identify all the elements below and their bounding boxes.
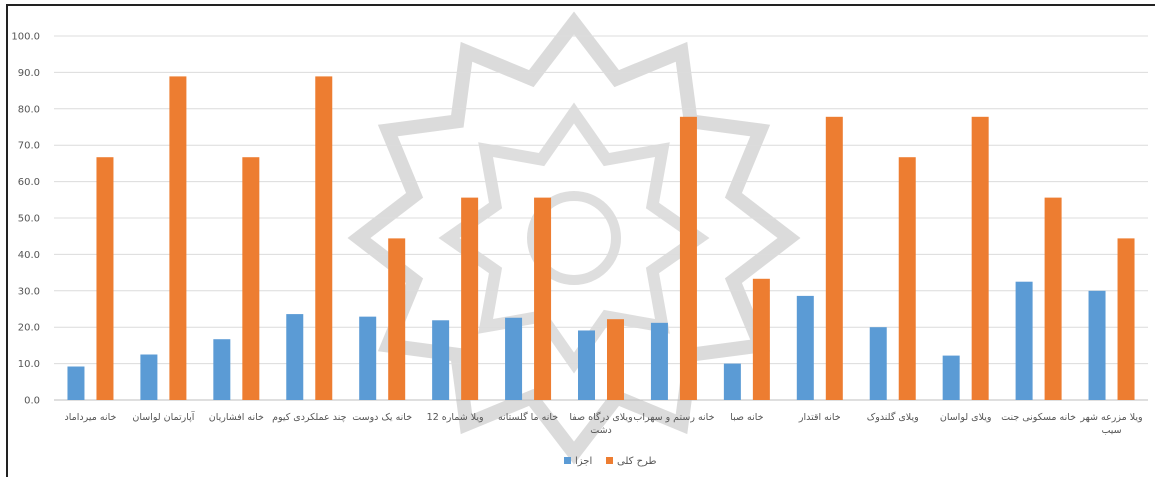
y-tick-label: 70.0	[18, 141, 40, 152]
x-category-label: خانه میرداماد	[65, 412, 117, 423]
bar-series-2	[898, 157, 916, 400]
legend-label-1: اجزا	[575, 456, 592, 467]
x-category-label: چند عملکردی کیوم	[272, 412, 347, 423]
y-tick-label: 50.0	[18, 214, 40, 225]
bar-series-1	[1015, 281, 1033, 400]
x-category-label: خانه افشاریان	[209, 412, 264, 423]
x-category-label: ویلای درگاه صفا	[569, 411, 632, 423]
x-category-label: ویلا مزرعه شهر	[1079, 412, 1142, 423]
watermark-star-outer	[347, 11, 801, 465]
bar-series-2	[169, 76, 187, 401]
y-tick-label: 100.0	[11, 32, 40, 43]
y-tick-label: 90.0	[18, 68, 40, 79]
bar-series-1	[505, 317, 523, 400]
bar-series-2	[1044, 197, 1062, 400]
bar-series-2	[1117, 238, 1135, 400]
y-tick-label: 10.0	[18, 359, 40, 370]
x-category-label: آپارتمان لواسان	[132, 410, 194, 423]
bar-series-1	[578, 330, 595, 400]
y-tick-label: 60.0	[18, 177, 40, 188]
x-category-label: خانه اقتدار	[798, 412, 841, 423]
bar-series-2	[388, 238, 406, 400]
bar-series-1	[869, 327, 887, 400]
x-category-label: خانه رستم و سهراب	[633, 412, 714, 423]
bar-series-2	[679, 116, 697, 401]
watermark-star-inner	[438, 102, 710, 374]
x-category-label: سیب	[1101, 425, 1121, 436]
y-tick-label: 30.0	[18, 286, 40, 297]
y-tick-label: 40.0	[18, 250, 40, 261]
bar-series-2	[971, 116, 989, 401]
y-tick-label: 0.0	[24, 396, 40, 407]
bar-series-1	[359, 316, 377, 400]
bar-series-1	[432, 320, 450, 400]
bar-series-1	[286, 314, 304, 400]
bar-series-2	[607, 319, 624, 400]
x-category-label: ویلا شماره 12	[427, 412, 484, 423]
bar-series-2	[96, 157, 114, 400]
bar-series-2	[242, 157, 260, 400]
bar-series-1	[723, 363, 741, 400]
bar-series-2	[315, 76, 333, 401]
bar-chart: 0.0 10.0 20.0 30.0 40.0 50.0 60.0 70.0 80.0 90.0 1…	[11, 11, 1148, 467]
x-category-label: دشت	[590, 425, 612, 436]
x-category-label: خانه مسکونی جنت	[1001, 412, 1076, 423]
legend-swatch-1	[564, 457, 571, 464]
y-tick-label: 20.0	[18, 323, 40, 334]
legend-label-2: طرح کلی	[617, 456, 657, 467]
x-category-label: خانه یک دوست	[352, 412, 412, 423]
bar-series-2	[534, 197, 552, 400]
bar-series-2	[752, 278, 770, 400]
bar-series-1	[140, 354, 158, 400]
legend-swatch-2	[606, 457, 613, 464]
chart-frame: 0.0 10.0 20.0 30.0 40.0 50.0 60.0 70.0 80.0 90.0 1…	[6, 4, 1155, 477]
bar-series-1	[213, 339, 231, 400]
y-tick-label: 80.0	[18, 104, 40, 115]
x-category-label: ویلای لواسان	[940, 412, 992, 423]
bar-series-1	[942, 355, 960, 400]
x-category-label: خانه ما گلستانه	[498, 411, 558, 423]
bar-series-1	[650, 322, 668, 400]
bar-series-1	[67, 366, 85, 400]
bar-series-2	[461, 197, 479, 400]
bar-series-1	[796, 295, 814, 400]
bar-series-1	[1088, 290, 1106, 400]
bar-series-2	[825, 116, 843, 401]
x-category-label: ویلای گلندوک	[867, 411, 919, 423]
x-category-label: خانه صبا	[730, 412, 763, 423]
watermark-center-ring	[527, 191, 621, 285]
